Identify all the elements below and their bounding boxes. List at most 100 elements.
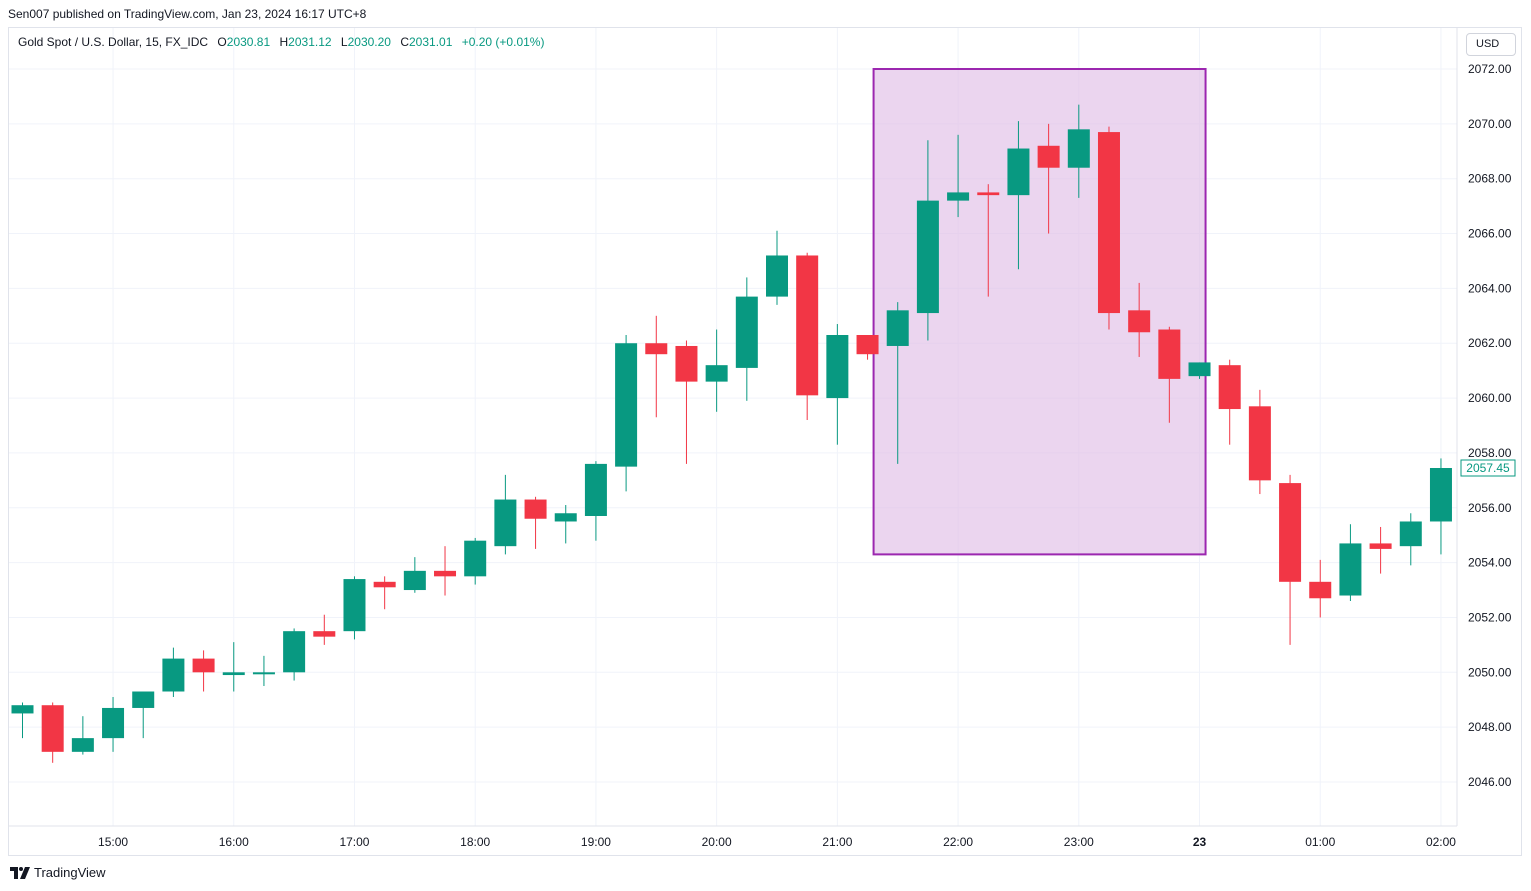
candle-body	[71, 738, 94, 752]
candle-body	[554, 513, 577, 522]
last-price-box	[1460, 459, 1516, 477]
price-tick-label: 2050.00	[1468, 665, 1512, 679]
candle-body	[735, 296, 758, 368]
legend-high-label: H	[279, 35, 289, 49]
time-tick-label: 16:00	[219, 835, 249, 849]
candle	[947, 134, 970, 218]
candle-body	[1369, 543, 1392, 549]
candle	[1158, 326, 1181, 423]
candle	[313, 614, 336, 645]
legend-close-label: C	[400, 35, 409, 49]
candle-body	[222, 672, 245, 676]
legend-symbol: Gold Spot / U.S. Dollar, 15, FX_IDC	[18, 35, 209, 49]
candle	[524, 496, 547, 549]
time-axis[interactable]: 15:00 16:00 17:00 18:00 19:00 20:00 21:00 22:00…	[9, 825, 1457, 849]
candle	[41, 702, 64, 763]
price-tick-label: 2070.00	[1468, 117, 1512, 131]
last-price-marker: 2057.45	[1460, 459, 1516, 477]
candle	[192, 650, 215, 692]
candle	[373, 576, 396, 610]
candle-body	[796, 255, 819, 396]
time-tick-label: 23:00	[1064, 835, 1094, 849]
candle	[766, 230, 788, 305]
candles	[11, 104, 1452, 763]
price-tick-label: 2072.00	[1468, 62, 1512, 76]
candle-body	[886, 310, 909, 346]
candle-body	[675, 345, 698, 382]
candle	[71, 716, 94, 755]
currency-button[interactable]: USD	[1466, 33, 1516, 56]
candle	[615, 335, 638, 492]
time-tick-label: 22:00	[943, 835, 973, 849]
candle-body	[283, 631, 306, 673]
price-tick-label: 2064.00	[1468, 281, 1512, 295]
candle	[1399, 513, 1422, 566]
candle	[343, 576, 366, 640]
symbol-legend: Gold Spot / U.S. Dollar, 15, FX_IDC O203…	[18, 35, 544, 49]
candle	[977, 184, 1000, 297]
candle-body	[916, 200, 939, 314]
candle	[1369, 526, 1392, 574]
candle	[826, 324, 849, 445]
candle-body	[766, 255, 788, 297]
footer-brand-text: TradingView	[34, 865, 106, 880]
candle-body	[343, 579, 366, 632]
candle	[1429, 458, 1452, 555]
footer-brand[interactable]: TradingView	[10, 865, 106, 880]
candle	[1218, 359, 1241, 445]
price-tick-label: 2048.00	[1468, 720, 1512, 734]
candle-body	[1067, 129, 1090, 168]
time-tick-label: 15:00	[98, 835, 128, 849]
candle	[1248, 389, 1271, 495]
legend-close-value: 2031.01	[409, 35, 453, 49]
price-axis[interactable]: 2046.00 2048.00 2050.00 2052.00 2054.00 2056.…	[1456, 28, 1512, 826]
time-tick-label: 02:00	[1426, 835, 1456, 849]
candle	[252, 655, 275, 687]
time-tick-label: 18:00	[460, 835, 490, 849]
price-tick-label: 2052.00	[1468, 610, 1512, 624]
candle-body	[434, 570, 457, 577]
candle-body	[252, 672, 275, 675]
grid-lines	[9, 28, 1457, 826]
candle-body	[977, 192, 1000, 196]
candle	[11, 702, 34, 739]
candle-body	[1339, 543, 1362, 596]
time-tick-label: 01:00	[1305, 835, 1335, 849]
candle-body	[947, 192, 970, 201]
candle	[796, 252, 819, 421]
price-tick-label: 2066.00	[1468, 227, 1512, 241]
candle-body	[162, 658, 185, 692]
price-tick-label: 2058.00	[1468, 446, 1512, 460]
candle	[886, 302, 909, 464]
chart-frame[interactable]	[8, 27, 1522, 856]
candle-body	[826, 335, 849, 399]
time-tick-label: 21:00	[822, 835, 852, 849]
candle-body	[584, 463, 607, 516]
price-tick-label: 2068.00	[1468, 172, 1512, 186]
candle	[102, 696, 125, 752]
candle-body	[313, 631, 336, 637]
candle	[1128, 282, 1151, 357]
candle-body	[1279, 483, 1302, 582]
candle-body	[856, 335, 879, 355]
candle-body	[494, 499, 517, 547]
candle-body	[1309, 581, 1332, 599]
legend-open-value: 2030.81	[226, 35, 271, 49]
candle-body	[524, 499, 547, 519]
candle-body	[1218, 365, 1241, 410]
candle	[1007, 121, 1030, 270]
candle	[494, 474, 517, 555]
legend-low-value: 2030.20	[347, 35, 391, 49]
candle	[584, 461, 607, 541]
candle-body	[1007, 148, 1030, 196]
legend-low-label: L	[340, 35, 348, 49]
candle	[222, 642, 245, 692]
candle	[464, 537, 487, 585]
candle	[916, 140, 939, 341]
publisher-caption: Sen007 published on TradingView.com, Jan…	[8, 7, 367, 21]
legend-change: +0.20 (+0.01%)	[461, 35, 545, 49]
legend-open-label: O	[217, 35, 227, 49]
candle	[1037, 123, 1060, 234]
candle	[554, 505, 577, 544]
